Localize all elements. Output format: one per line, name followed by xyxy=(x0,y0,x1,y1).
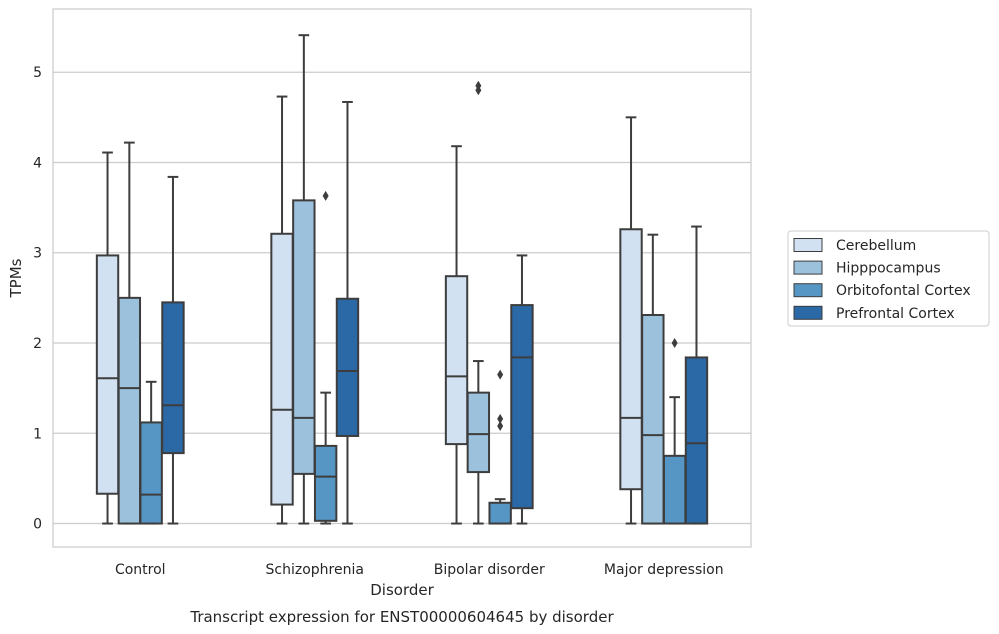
box-body xyxy=(292,199,316,475)
y-tick-label: 1 xyxy=(33,426,42,442)
box-1-0 xyxy=(117,141,142,525)
box-groups xyxy=(95,34,709,525)
box-body xyxy=(466,391,491,474)
box-body xyxy=(684,356,709,525)
box-0-2 xyxy=(444,145,469,525)
box-body xyxy=(139,421,163,525)
box-body xyxy=(641,314,665,525)
x-tick-label: Control xyxy=(115,562,166,578)
box-2-0 xyxy=(139,380,163,525)
box-2-2 xyxy=(488,369,512,525)
box-body xyxy=(510,304,534,510)
y-tick-label: 2 xyxy=(33,336,42,352)
box-1-1 xyxy=(292,34,316,525)
box-body xyxy=(444,275,469,446)
legend-swatch xyxy=(793,305,823,320)
outlier-point xyxy=(671,337,678,348)
legend-label: Prefrontal Cortex xyxy=(836,306,955,322)
x-tick-label: Schizophrenia xyxy=(266,562,364,578)
box-3-0 xyxy=(161,175,185,525)
box-3-3 xyxy=(684,225,709,525)
outlier-point xyxy=(322,190,329,201)
legend-frame xyxy=(787,230,990,327)
legend-swatch xyxy=(793,260,823,275)
box-body xyxy=(270,232,294,506)
x-axis-label: Disorder xyxy=(370,581,434,599)
chart-title: Transcript expression for ENST0000060464… xyxy=(189,608,614,626)
box-body xyxy=(117,296,142,525)
box-body xyxy=(619,228,643,491)
box-2-1 xyxy=(313,190,338,525)
legend-label: Orbitofontal Cortex xyxy=(836,283,971,299)
y-tick-label: 0 xyxy=(33,517,42,533)
outlier-point xyxy=(497,421,504,432)
y-tick-label: 5 xyxy=(33,65,42,81)
y-tick-labels: 0 1 2 3 4 5 xyxy=(33,65,42,532)
box-body xyxy=(95,254,120,495)
legend: Cerebellum Hipppocampus Orbitofontal Corte… xyxy=(787,230,990,327)
x-tick-label: Bipolar disorder xyxy=(434,562,545,578)
box-3-2 xyxy=(510,254,534,525)
legend-swatch xyxy=(793,238,823,252)
box-1-3 xyxy=(641,233,665,525)
outlier-point xyxy=(497,369,504,380)
box-body xyxy=(161,301,185,455)
legend-label: Cerebellum xyxy=(836,238,916,254)
box-body xyxy=(662,454,687,525)
y-tick-label: 3 xyxy=(33,246,42,262)
y-axis-label: TPMs xyxy=(7,258,25,298)
x-tick-label: Major depression xyxy=(604,562,724,578)
box-body xyxy=(313,444,338,522)
x-tick-labels: Control Schizophrenia Bipolar disorder Majo… xyxy=(115,562,724,578)
box-1-2 xyxy=(466,80,491,525)
legend-label: Hipppocampus xyxy=(836,261,941,277)
box-body xyxy=(335,297,360,437)
box-body xyxy=(488,501,512,525)
box-0-3 xyxy=(619,116,643,525)
y-tick-label: 4 xyxy=(33,155,42,171)
outlier-point xyxy=(475,80,482,91)
plot-frame xyxy=(52,8,752,548)
box-3-1 xyxy=(335,100,360,525)
legend-swatch xyxy=(793,283,823,298)
outlier-point xyxy=(497,413,504,424)
